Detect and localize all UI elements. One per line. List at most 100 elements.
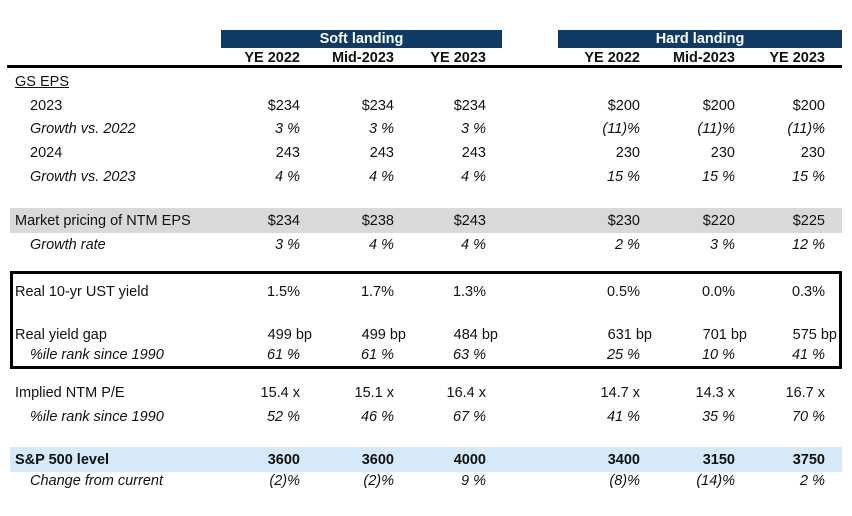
table-row: Change from current (2)% (2)% 9 % (8)% (14)% 2… <box>0 471 852 491</box>
cell-value: 4 % <box>369 169 394 185</box>
cell-value: 4 % <box>461 169 486 185</box>
cell-value: 701 bp <box>702 327 747 343</box>
table-row: Implied NTM P/E 15.4 x 15.1 x 16.4 x 14.7 x 1… <box>0 383 852 403</box>
table-row: Growth rate 3 % 4 % 4 % 2 % 3 % 12 % <box>0 235 852 255</box>
cell-value: 3 % <box>275 237 300 253</box>
cell-value: 230 <box>615 145 640 161</box>
cell-value: 3600 <box>267 452 300 468</box>
row-label: %ile rank since 1990 <box>30 409 164 425</box>
cell-value: 14.7 x <box>600 385 641 401</box>
cell-value: 15.1 x <box>354 385 395 401</box>
row-label: 2023 <box>30 98 63 114</box>
cell-value: $220 <box>702 213 735 229</box>
cell-value: (11)% <box>697 121 735 137</box>
cell-value: 3 % <box>461 121 486 137</box>
cell-value: 70 % <box>791 409 825 425</box>
cell-value: 484 bp <box>453 327 498 343</box>
cell-value: 3600 <box>361 452 394 468</box>
cell-value: 3150 <box>702 452 735 468</box>
column-header: YE 2023 <box>430 50 486 66</box>
row-label: Growth vs. 2022 <box>30 121 136 137</box>
cell-value: 3 % <box>710 237 735 253</box>
cell-value: 4 % <box>369 237 394 253</box>
cell-value: 499 bp <box>267 327 312 343</box>
real-yield-box <box>10 271 842 369</box>
cell-value: $234 <box>361 98 394 114</box>
cell-value: $234 <box>267 213 300 229</box>
table-row: %ile rank since 1990 52 % 46 % 67 % 41 % 35 %… <box>0 407 852 427</box>
cell-value: (11)% <box>787 121 825 137</box>
table-row: Real yield gap 499 bp 499 bp 484 bp 631 bp 70… <box>0 325 852 345</box>
cell-value: (14)% <box>696 473 735 489</box>
cell-value: 4000 <box>453 452 486 468</box>
cell-value: 230 <box>710 145 735 161</box>
table-row: 2024 243 243 243 230 230 230 <box>0 143 852 163</box>
cell-value: 12 % <box>791 237 825 253</box>
cell-value: 1.3% <box>452 284 486 300</box>
cell-value: 16.7 x <box>785 385 826 401</box>
cell-value: $200 <box>792 98 825 114</box>
cell-value: 0.0% <box>701 284 735 300</box>
cell-value: $234 <box>453 98 486 114</box>
cell-value: 67 % <box>452 409 486 425</box>
cell-value: 1.7% <box>360 284 394 300</box>
cell-value: $225 <box>792 213 825 229</box>
cell-value: 15 % <box>791 169 825 185</box>
cell-value: 14.3 x <box>695 385 736 401</box>
cell-value: $234 <box>267 98 300 114</box>
cell-value: 2 % <box>800 473 825 489</box>
row-label: 2024 <box>30 145 63 161</box>
cell-value: 41 % <box>606 409 640 425</box>
column-header: YE 2023 <box>769 50 825 66</box>
cell-value: 52 % <box>266 409 300 425</box>
cell-value: 3750 <box>792 452 825 468</box>
cell-value: (2)% <box>269 473 300 489</box>
cell-value: 25 % <box>606 347 640 363</box>
cell-value: 4 % <box>275 169 300 185</box>
cell-value: 3400 <box>607 452 640 468</box>
table-row: GS EPS <box>0 72 852 92</box>
column-header: Mid-2023 <box>672 50 735 66</box>
cell-value: 243 <box>275 145 300 161</box>
table-row: 2023 $234 $234 $234 $200 $200 $200 <box>0 96 852 116</box>
table-row: S&P 500 level 3600 3600 4000 3400 3150 3750 <box>0 450 852 470</box>
row-label: %ile rank since 1990 <box>30 347 164 363</box>
cell-value: 61 % <box>360 347 394 363</box>
row-label: Growth vs. 2023 <box>30 169 136 185</box>
cell-value: 1.5% <box>266 284 300 300</box>
cell-value: 15 % <box>606 169 640 185</box>
gray-band <box>10 208 842 233</box>
row-label: S&P 500 level <box>15 452 110 468</box>
cell-value: $238 <box>361 213 394 229</box>
blue-band <box>10 447 842 472</box>
cell-value: 15 % <box>701 169 735 185</box>
cell-value: (8)% <box>609 473 640 489</box>
cell-value: 0.5% <box>606 284 640 300</box>
cell-value: 10 % <box>701 347 735 363</box>
cell-value: (11)% <box>602 121 640 137</box>
row-label: Real 10-yr UST yield <box>15 284 149 300</box>
table-row: Market pricing of NTM EPS $234 $238 $243 $23… <box>0 211 852 231</box>
cell-value: 16.4 x <box>446 385 487 401</box>
cell-value: 3 % <box>275 121 300 137</box>
cell-value: 499 bp <box>361 327 406 343</box>
row-label: GS EPS <box>15 74 69 90</box>
table-row: Real 10-yr UST yield 1.5% 1.7% 1.3% 0.5% 0.0%… <box>0 282 852 302</box>
cell-value: 61 % <box>266 347 300 363</box>
group-hard-landing: Hard landing <box>558 30 842 48</box>
cell-value: 2 % <box>615 237 640 253</box>
table-row: Growth vs. 2022 3 % 3 % 3 % (11)% (11)% (11)% <box>0 119 852 139</box>
cell-value: 243 <box>369 145 394 161</box>
row-label: Change from current <box>30 473 163 489</box>
cell-value: 243 <box>461 145 486 161</box>
cell-value: 0.3% <box>791 284 825 300</box>
cell-value: $243 <box>453 213 486 229</box>
column-header: Mid-2023 <box>331 50 394 66</box>
cell-value: 575 bp <box>792 327 837 343</box>
cell-value: 631 bp <box>607 327 652 343</box>
group-soft-landing: Soft landing <box>221 30 502 48</box>
cell-value: 41 % <box>791 347 825 363</box>
cell-value: (2)% <box>363 473 394 489</box>
column-header: YE 2022 <box>244 50 300 66</box>
cell-value: 4 % <box>461 237 486 253</box>
